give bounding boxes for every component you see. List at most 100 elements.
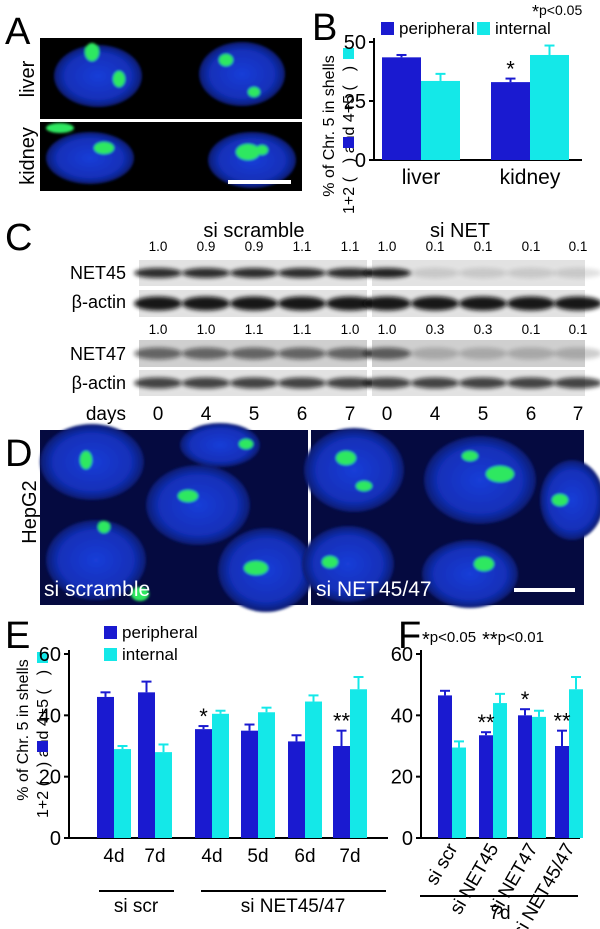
y-tick-label: 50 (344, 32, 366, 54)
row-net45: NET45 (70, 263, 126, 283)
band-ratio: 0.3 (474, 322, 493, 337)
panel-e: E % of Chr. 5 in shells 1+2 () and 4+5 (… (5, 615, 544, 917)
y-tick-label: 0 (50, 828, 61, 850)
blot-band (507, 268, 555, 278)
blot-band (230, 347, 278, 360)
blot-band (411, 296, 459, 311)
blot-band (554, 268, 600, 278)
blot-strip (363, 260, 600, 286)
label-si-net4547: si NET45/47 (316, 578, 432, 601)
y-tick-label: 0 (355, 150, 366, 172)
band-ratio: 0.1 (522, 322, 541, 337)
category-label: 5d (247, 846, 268, 867)
bar-internal (212, 713, 229, 838)
bar-internal (155, 752, 172, 838)
legend-label-internal: internal (122, 645, 178, 664)
row-label-kidney: kidney (17, 127, 39, 185)
bar-peripheral (195, 729, 212, 838)
y-tick-label: 0 (402, 828, 413, 850)
e-sig-note-1: p<0.05 (430, 629, 476, 646)
band-ratio: 0.9 (245, 239, 264, 254)
blot-band (326, 347, 374, 360)
blot-band (459, 296, 507, 311)
group-label-scr: si scr (114, 896, 159, 917)
bar-internal (114, 749, 131, 838)
bar-internal (530, 54, 569, 161)
day-label: 5 (478, 404, 489, 425)
day-label: 4 (430, 404, 441, 425)
e-sig-note: *p<0.05 **p<0.01 (422, 629, 544, 651)
significance-star: * (199, 704, 208, 729)
y-tick-label: 60 (39, 644, 61, 666)
day-label: 0 (153, 404, 164, 425)
panel-a: A liver kidney (5, 11, 302, 191)
panel-d: D HepG2 (5, 423, 600, 612)
kidney-nuclei (46, 123, 296, 188)
blot-band (182, 347, 230, 360)
bar-internal (258, 712, 275, 838)
row-net47: NET47 (70, 344, 126, 364)
bar-peripheral (382, 57, 421, 161)
blot-band (507, 347, 555, 360)
bar-peripheral (491, 82, 530, 160)
blot-band (363, 268, 411, 278)
band-ratio: 1.1 (245, 322, 264, 337)
group-si-net: si NET (430, 220, 490, 242)
panel-letter-c: C (5, 217, 32, 259)
blot-ratios: 1.0 0.9 0.9 1.1 1.1 1.0 0.1 0.1 0.1 0.1 1.0 1.0 1.1 1… (149, 239, 588, 337)
panel-c: C si scramble si NET 1.0 0.9 0.9 1.1 1.1 1.0 0… (5, 217, 600, 425)
legend-label-peripheral: peripheral (122, 623, 198, 642)
days-label: days (86, 404, 126, 425)
side-label-hepg2: HepG2 (19, 480, 41, 543)
day-label: 4 (201, 404, 212, 425)
bar-peripheral (288, 741, 305, 838)
hepg2-nuclei-net4547 (302, 428, 600, 608)
bar-internal (493, 703, 507, 838)
blot-band (411, 347, 459, 360)
b-ylabel-c: ) (341, 66, 358, 71)
band-ratio: 0.1 (426, 239, 445, 254)
blot-band (182, 268, 230, 278)
f-bracket-label: 7d (489, 903, 510, 924)
label-si-scramble: si scramble (44, 578, 150, 601)
blot-band (459, 377, 507, 389)
significance-star: * (521, 687, 530, 712)
band-ratio: 1.1 (341, 239, 360, 254)
blot-band (326, 268, 374, 278)
day-label: 7 (345, 404, 356, 425)
blot-band (554, 347, 600, 360)
bar-peripheral (97, 696, 114, 838)
band-ratio: 0.1 (569, 239, 588, 254)
blot-band (554, 296, 600, 311)
day-label: 5 (249, 404, 260, 425)
y-tick-label: 40 (391, 705, 413, 727)
bar-peripheral (518, 715, 532, 838)
band-ratio: 0.1 (569, 322, 588, 337)
panel-letter-d: D (5, 433, 32, 475)
category-label: 4d (103, 846, 124, 867)
band-ratio: 1.0 (197, 322, 216, 337)
b-sig-note: *p<0.05 (532, 2, 582, 22)
band-ratio: 1.0 (149, 239, 168, 254)
legend-swatch-internal (104, 648, 117, 661)
band-ratio: 1.0 (149, 322, 168, 337)
liver-nuclei (54, 42, 285, 107)
blot-band (326, 377, 374, 389)
e-ylabel-swatch-peripheral (37, 741, 48, 752)
blot-band (411, 377, 459, 389)
blot-strips (134, 260, 600, 396)
blot-band (459, 347, 507, 360)
blot-strip (363, 370, 600, 396)
blot-band (182, 296, 230, 311)
band-ratio: 1.1 (293, 239, 312, 254)
day-label: 0 (382, 404, 393, 425)
legend-b: peripheral internal (381, 19, 551, 38)
y-tick-label: 60 (391, 644, 413, 666)
blot-band (363, 347, 411, 360)
significance-star: ** (553, 709, 571, 734)
hepg2-nuclei-scramble (40, 423, 314, 612)
band-ratio: 1.0 (341, 322, 360, 337)
y-tick-label: 40 (39, 705, 61, 727)
